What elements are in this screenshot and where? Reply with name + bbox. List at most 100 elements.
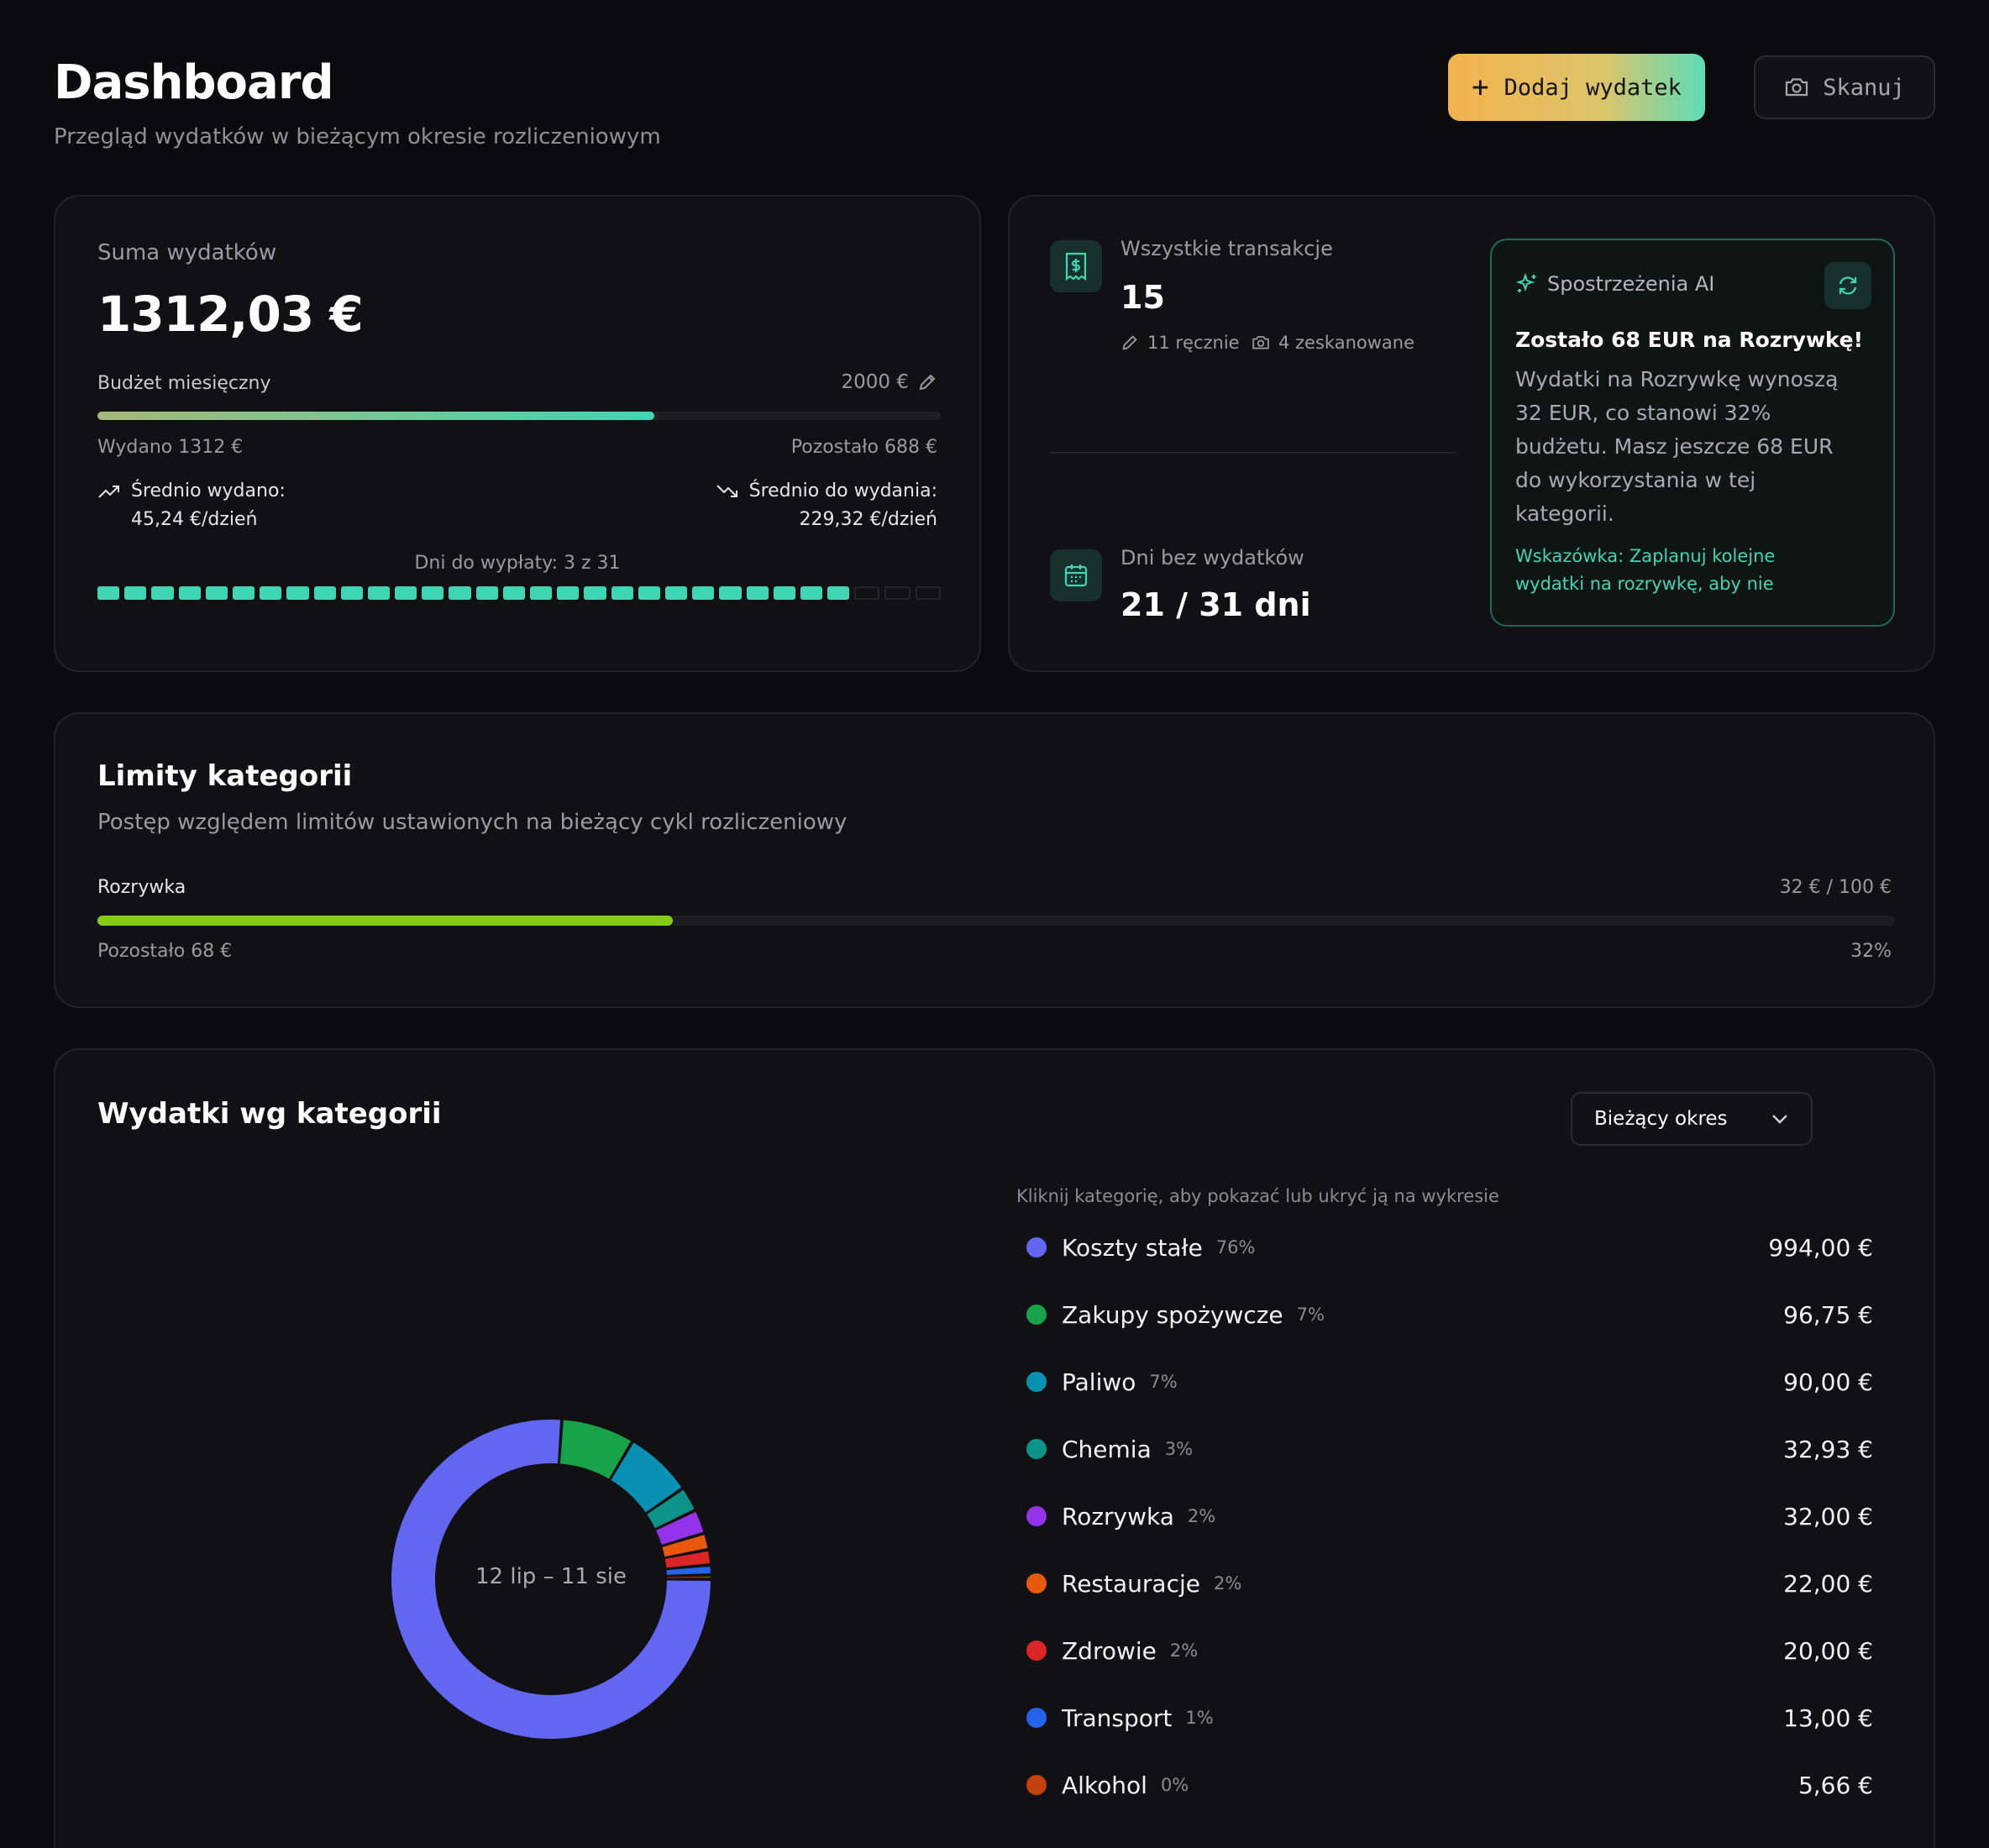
legend-percent: 1% [1185,1708,1214,1728]
legend-percent: 0% [1160,1775,1189,1795]
day-segment [151,586,174,600]
donut-slice[interactable] [647,1489,695,1529]
period-select[interactable]: Bieżący okres [1571,1092,1813,1146]
day-segment [719,586,742,600]
legend-amount: 90,00 € [1783,1368,1873,1396]
budget-progress-fill [97,412,654,420]
day-segment [638,586,660,600]
avg-spent-label: Średnio wydano: [131,480,286,501]
scanned-count: 4 zeskanowane [1252,333,1414,353]
donut-slice[interactable] [666,1576,711,1578]
day-segment [205,586,228,600]
stats-divider [1050,452,1456,454]
legend-color-dot [1026,1708,1047,1728]
scanned-count-text: 4 zeskanowane [1278,333,1415,353]
day-segment [530,586,553,600]
legend-amount: 22,00 € [1783,1569,1873,1598]
ai-insights-header: Spostrzeżenia AI [1515,272,1714,296]
donut-slice[interactable] [664,1551,711,1568]
transactions-count: 15 [1120,279,1165,316]
day-segment [97,586,120,600]
legend-color-dot [1026,1305,1047,1325]
day-segment [664,586,688,600]
legend-amount: 96,75 € [1783,1300,1873,1329]
day-segment [260,586,282,600]
day-segment [746,586,769,600]
legend-name: Alkohol [1062,1771,1147,1799]
day-segment [313,586,336,600]
legend-color-dot [1026,1237,1047,1257]
category-donut-chart[interactable] [375,1403,727,1756]
trending-down-icon [716,485,737,497]
no-spend-label: Dni bez wydatków [1120,546,1304,570]
day-segment [124,586,147,600]
camera-icon [1786,78,1808,97]
legend-percent: 2% [1213,1573,1242,1593]
budget-progress-track [97,412,941,420]
day-segment [449,586,471,600]
budget-card: Suma wydatków 1312,03 € Budżet miesięczn… [54,195,981,672]
legend-item[interactable]: Chemia 3% 32,93 € [1026,1428,1873,1470]
legend-item[interactable]: Alkohol 0% 5,66 € [1026,1764,1873,1806]
categories-title: Wydatki wg kategorii [97,1097,442,1131]
donut-slice[interactable] [559,1420,631,1479]
category-limits-card: Limity kategorii Postęp względem limitów… [54,712,1935,1008]
day-segment [584,586,606,600]
legend-item[interactable]: Zakupy spożywcze 7% 96,75 € [1026,1294,1873,1336]
donut-slice[interactable] [662,1535,708,1557]
pencil-icon[interactable] [917,372,937,392]
avg-spent: Średnio wydano: 45,24 €/dzień [97,477,286,534]
day-segment [475,586,498,600]
legend-name: Paliwo [1062,1368,1136,1396]
donut-slice[interactable] [666,1566,711,1575]
legend-name: Restauracje [1062,1569,1200,1598]
total-spent-value: 1312,03 € [97,286,364,343]
day-segment [915,586,941,600]
legend-amount: 5,66 € [1797,1771,1873,1799]
no-spend-value: 21 / 31 dni [1120,586,1311,623]
ai-body: Wydatki na Rozrywkę wynoszą 32 EUR, co s… [1515,367,1839,526]
limit-name: Rozrywka [97,877,186,898]
donut-slice[interactable] [611,1442,682,1513]
limits-title: Limity kategorii [97,759,353,793]
limit-percent: 32% [1850,941,1892,962]
donut-slice[interactable] [656,1511,704,1545]
legend-name: Zakupy spożywcze [1062,1300,1283,1329]
add-expense-button[interactable]: + Dodaj wydatek [1448,54,1705,121]
legend-percent: 76% [1215,1237,1256,1257]
legend-color-dot [1026,1641,1047,1661]
legend-color-dot [1026,1573,1047,1593]
day-segment [611,586,633,600]
legend-item[interactable]: Transport 1% 13,00 € [1026,1697,1873,1739]
add-expense-label: Dodaj wydatek [1504,74,1682,101]
legend-color-dot [1026,1439,1047,1459]
day-segment [692,586,715,600]
limits-subtitle: Postęp względem limitów ustawionych na b… [97,810,848,835]
total-spent-label: Suma wydatków [97,240,277,265]
scan-button[interactable]: Skanuj [1754,55,1935,119]
monthly-budget-value[interactable]: 2000 € [842,371,937,393]
day-segment [340,586,363,600]
refresh-button[interactable] [1824,262,1871,309]
legend-name: Koszty stałe [1062,1233,1203,1262]
legend-amount: 32,00 € [1783,1502,1873,1530]
legend-name: Chemia [1062,1435,1152,1463]
pencil-icon [1122,335,1137,350]
legend-item[interactable]: Zdrowie 2% 20,00 € [1026,1630,1873,1672]
legend-item[interactable]: Koszty stałe 76% 994,00 € [1026,1226,1873,1268]
manual-count-text: 11 ręcznie [1147,333,1240,353]
legend-item[interactable]: Paliwo 7% 90,00 € [1026,1361,1873,1403]
receipt-icon [1050,240,1102,292]
plus-icon: + [1472,71,1489,104]
legend-percent: 2% [1187,1506,1216,1526]
avg-left-value: 229,32 €/dzień [799,509,937,530]
limit-progress-track [97,916,1895,926]
day-segment [800,586,823,600]
limit-amount: 32 € / 100 € [1779,877,1892,898]
legend-percent: 7% [1296,1305,1325,1325]
day-segment [884,586,911,600]
legend-item[interactable]: Rozrywka 2% 32,00 € [1026,1495,1873,1537]
legend-amount: 994,00 € [1768,1233,1873,1262]
legend-item[interactable]: Restauracje 2% 22,00 € [1026,1562,1873,1604]
day-segment [502,586,525,600]
